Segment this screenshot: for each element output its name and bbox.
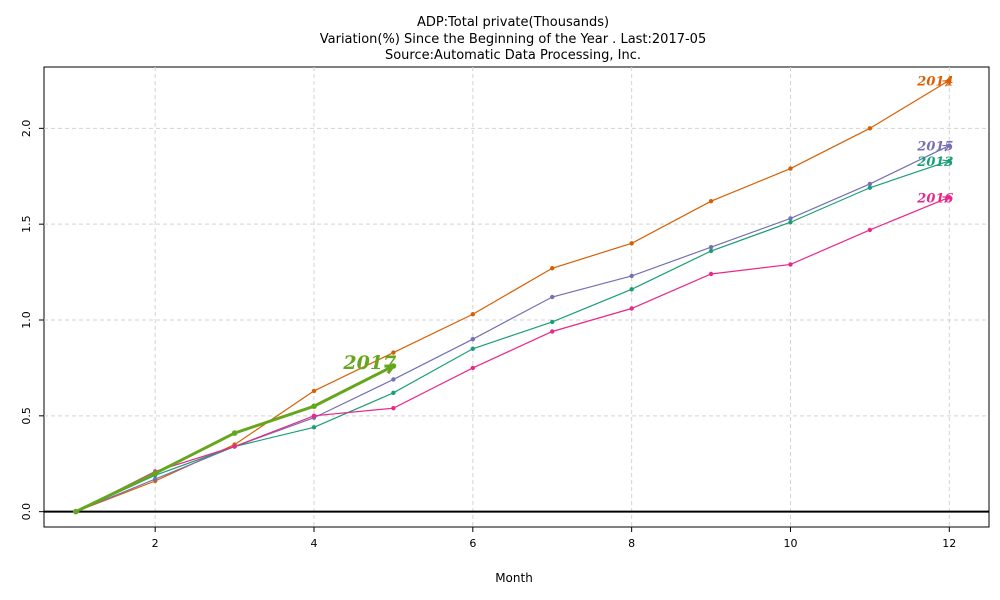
data-point (629, 287, 634, 292)
series-label-2013: 2013 (916, 155, 953, 170)
data-point (550, 266, 555, 271)
data-point (629, 273, 634, 279)
data-point (867, 227, 873, 233)
series-label-2016: 2016 (916, 191, 953, 206)
data-point (708, 198, 714, 204)
x-tick-label: 2 (152, 537, 159, 550)
data-point (311, 403, 317, 410)
chart-source: Source:Automatic Data Processing, Inc. (385, 48, 641, 63)
arrow-head (942, 144, 951, 152)
series-label-2014: 2014 (916, 74, 953, 89)
y-tick-label: 0.5 (20, 407, 33, 425)
x-tick-label: 10 (783, 537, 797, 550)
grid-lines (44, 67, 989, 527)
data-point (788, 216, 793, 221)
x-axis-label: Month (495, 571, 533, 585)
x-tick-label: 8 (628, 537, 635, 550)
data-point (788, 220, 793, 225)
data-point (470, 365, 476, 371)
y-tick-label: 1.0 (20, 311, 33, 329)
data-point (311, 388, 317, 394)
data-point (708, 271, 714, 277)
data-point (391, 377, 396, 382)
y-tick-label: 2.0 (20, 120, 33, 138)
chart-subtitle: Variation(%) Since the Beginning of the … (320, 32, 706, 47)
series-line-2016 (75, 196, 950, 513)
data-point (311, 413, 317, 419)
data-point (152, 470, 158, 477)
data-point (629, 241, 634, 246)
arrow-head (942, 196, 951, 203)
data-point (152, 476, 158, 482)
data-point (867, 185, 873, 190)
data-point (391, 350, 396, 355)
data-point (470, 346, 476, 351)
data-point (391, 390, 396, 396)
data-point (788, 262, 793, 267)
data-point (391, 405, 396, 411)
chart-title: ADP:Total private(Thousands) (417, 15, 609, 30)
x-tick-label: 4 (311, 537, 318, 550)
data-point (708, 244, 714, 250)
series-label-2017: 2017 (342, 352, 396, 374)
series-line-2017 (75, 364, 395, 514)
y-tick-label: 1.5 (20, 215, 33, 233)
data-point (788, 166, 793, 171)
data-point (470, 312, 476, 317)
series-label-2015: 2015 (916, 140, 953, 155)
arrow-head (942, 159, 951, 167)
axes: 2 4 6 8 10 12 0.0 0.5 1.0 1.5 2.0 (20, 120, 956, 550)
arrow-head (942, 79, 951, 87)
plot-area (43, 66, 990, 528)
series-line-2013 (75, 160, 950, 513)
data-point (550, 329, 555, 334)
y-tick-label: 0.0 (20, 503, 33, 520)
data-point (867, 126, 873, 131)
x-tick-label: 12 (942, 537, 956, 550)
data-point (867, 181, 873, 187)
data-point (232, 444, 237, 449)
data-point (550, 294, 555, 300)
data-point (629, 306, 634, 311)
x-tick-label: 6 (469, 537, 476, 550)
data-point (231, 430, 238, 436)
data-point (311, 425, 317, 430)
series-line-2015 (75, 145, 950, 513)
data-point (550, 319, 555, 325)
data-point (708, 248, 714, 254)
data-point (470, 336, 476, 342)
series-group (72, 78, 952, 515)
data-point (72, 508, 79, 515)
arrow-head (384, 364, 397, 375)
